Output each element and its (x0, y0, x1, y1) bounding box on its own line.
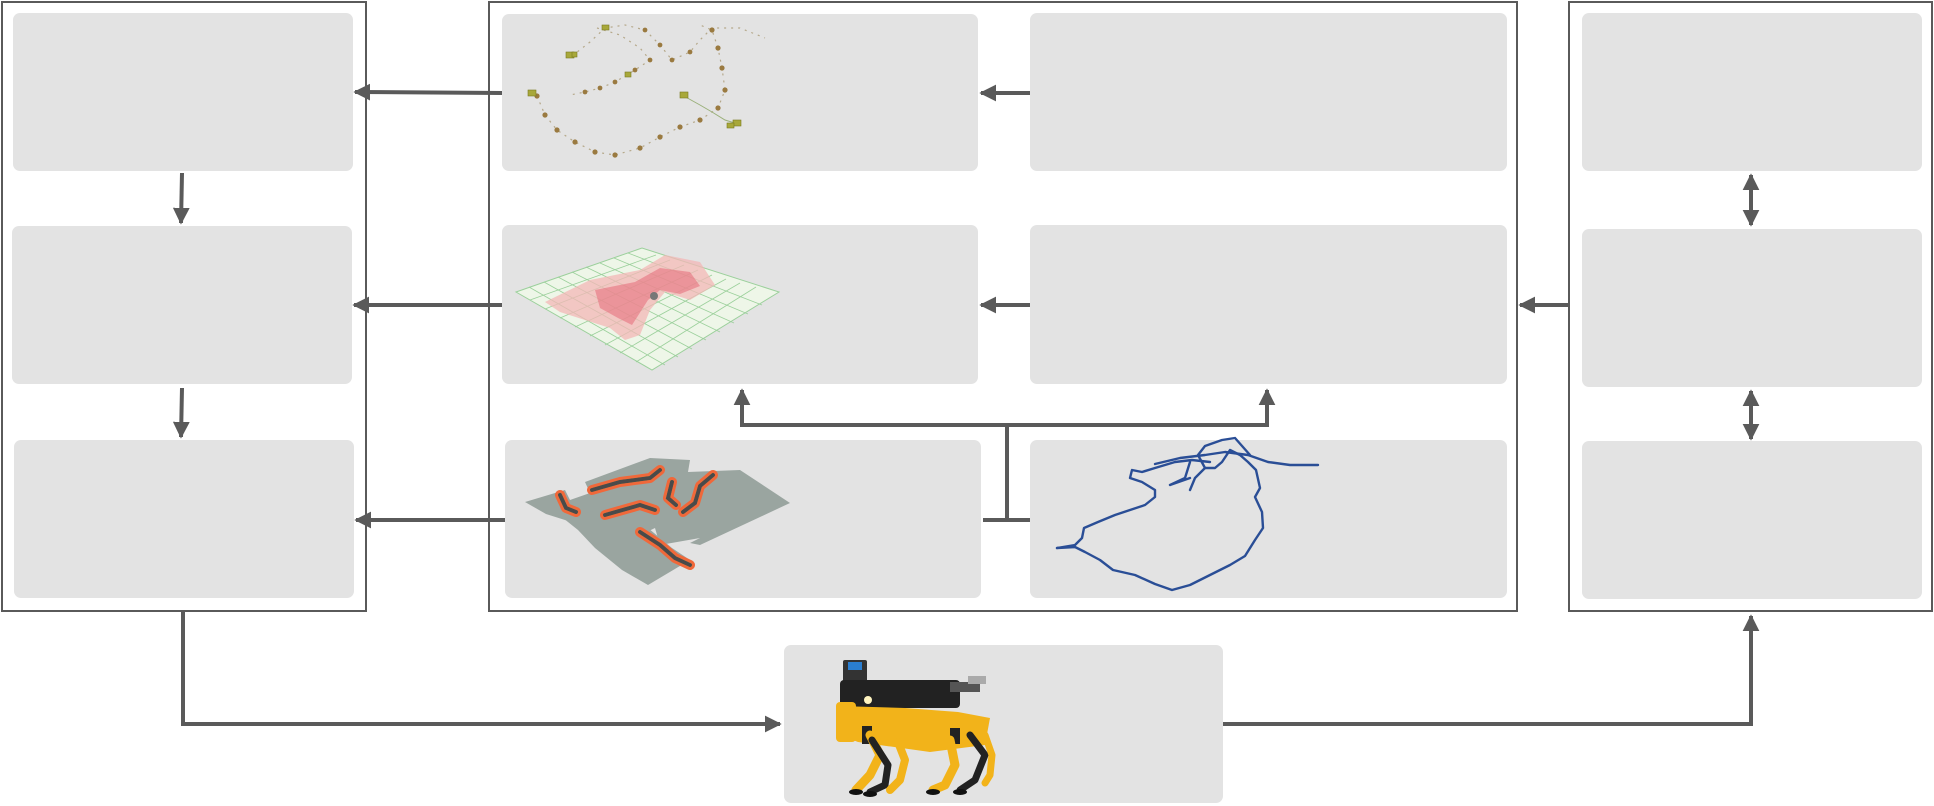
arrow-left-middle-to-bottom (172, 387, 190, 439)
arrow-left-to-robot (181, 612, 782, 733)
center-box-top-right (1030, 13, 1507, 171)
center-box-middle-right (1030, 225, 1507, 384)
arrows (172, 83, 1760, 733)
arrow-graph-to-left (353, 83, 503, 101)
traversability-grid-icon (514, 247, 781, 371)
quadruped-robot-icon (836, 660, 996, 797)
arrow-robot-to-right (1223, 614, 1760, 726)
left-box-bottom (14, 440, 354, 598)
right-box-middle (1582, 229, 1922, 387)
center-box-trajectory (1030, 440, 1507, 598)
arrow-fork-to-midright (1007, 388, 1276, 427)
arrow-left-top-to-middle (172, 172, 190, 225)
pose-graph-icon (527, 24, 766, 158)
costmap-icon (525, 458, 790, 585)
left-box-middle (12, 226, 352, 384)
right-box-bottom (1582, 441, 1922, 599)
trajectory-path-icon (1055, 436, 1320, 592)
arrow-fork-to-grid (733, 388, 1007, 427)
left-box-top (13, 13, 353, 171)
connector-bottom-fork (983, 425, 1009, 522)
right-box-top (1582, 13, 1922, 171)
